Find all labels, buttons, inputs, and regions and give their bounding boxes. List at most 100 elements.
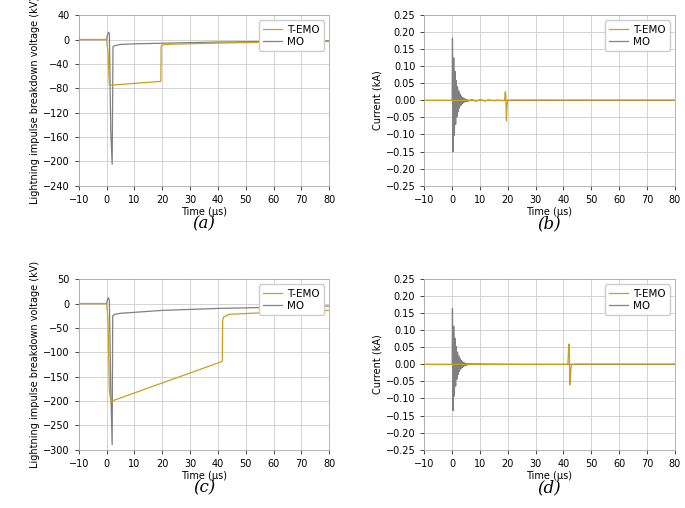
T-EMO: [75, 37, 83, 43]
T-EMO: [566, 382, 574, 388]
MO: [109, 313, 117, 319]
MO: [420, 98, 428, 104]
X-axis label: Time (μs): Time (μs): [527, 207, 573, 217]
T-EMO: [105, 82, 114, 88]
MO: [449, 35, 457, 41]
Line: T-EMO: T-EMO: [424, 92, 675, 121]
MO: [105, 298, 114, 304]
T-EMO: [424, 361, 432, 367]
MO: [449, 407, 457, 414]
T-EMO: [256, 310, 264, 316]
MO: [449, 76, 457, 82]
T-EMO: [325, 307, 334, 313]
Y-axis label: Current (kA): Current (kA): [373, 335, 383, 394]
Text: (c): (c): [193, 479, 215, 496]
Text: (a): (a): [192, 215, 215, 232]
X-axis label: Time (μs): Time (μs): [527, 471, 573, 482]
T-EMO: [513, 97, 521, 103]
MO: [587, 361, 595, 367]
Y-axis label: Lightning impulse breakdown voltage (kV): Lightning impulse breakdown voltage (kV): [30, 0, 40, 204]
T-EMO: [172, 41, 180, 47]
MO: [103, 31, 112, 38]
MO: [456, 361, 464, 367]
T-EMO: [551, 361, 559, 367]
MO: [104, 295, 112, 301]
T-EMO: [158, 42, 166, 48]
MO: [449, 149, 457, 155]
T-EMO: [304, 308, 312, 314]
T-EMO: [266, 309, 275, 315]
T-EMO: [420, 361, 428, 367]
MO: [116, 41, 125, 47]
MO: [75, 301, 83, 307]
MO: [456, 97, 464, 103]
Line: MO: MO: [79, 298, 329, 444]
MO: [214, 39, 222, 45]
T-EMO: [523, 97, 532, 103]
Legend: T-EMO, MO: T-EMO, MO: [605, 284, 669, 315]
MO: [463, 362, 471, 368]
T-EMO: [75, 301, 83, 307]
MO: [460, 98, 469, 104]
Y-axis label: Lightning impulse breakdown voltage (kV): Lightning impulse breakdown voltage (kV): [30, 261, 40, 468]
MO: [109, 44, 117, 50]
T-EMO: [420, 98, 428, 104]
MO: [214, 305, 222, 311]
MO: [75, 37, 83, 43]
MO: [671, 361, 679, 367]
T-EMO: [110, 397, 119, 403]
MO: [107, 128, 115, 134]
MO: [449, 305, 457, 311]
Legend: T-EMO, MO: T-EMO, MO: [259, 284, 324, 315]
T-EMO: [573, 361, 581, 367]
MO: [130, 309, 138, 315]
MO: [116, 310, 125, 316]
T-EMO: [145, 79, 153, 85]
MO: [111, 43, 119, 49]
Line: T-EMO: T-EMO: [424, 344, 675, 385]
T-EMO: [153, 382, 161, 388]
T-EMO: [107, 398, 115, 404]
T-EMO: [565, 341, 573, 347]
T-EMO: [671, 361, 679, 367]
MO: [108, 161, 116, 167]
MO: [111, 311, 119, 318]
MO: [463, 98, 471, 104]
MO: [420, 361, 428, 367]
T-EMO: [607, 97, 615, 103]
MO: [460, 362, 469, 368]
T-EMO: [467, 98, 475, 104]
T-EMO: [325, 38, 334, 44]
Line: T-EMO: T-EMO: [79, 40, 329, 85]
MO: [158, 40, 166, 46]
T-EMO: [671, 97, 679, 103]
MO: [103, 297, 112, 303]
T-EMO: [473, 98, 482, 104]
MO: [105, 31, 114, 38]
T-EMO: [158, 43, 166, 49]
MO: [101, 37, 110, 43]
Line: MO: MO: [424, 38, 675, 152]
T-EMO: [501, 89, 510, 95]
MO: [587, 98, 595, 104]
T-EMO: [189, 41, 197, 47]
MO: [451, 383, 460, 389]
MO: [107, 388, 115, 394]
Legend: T-EMO, MO: T-EMO, MO: [259, 20, 324, 51]
Line: T-EMO: T-EMO: [79, 304, 329, 401]
MO: [158, 307, 166, 313]
T-EMO: [84, 301, 92, 307]
Line: MO: MO: [79, 33, 329, 164]
MO: [325, 303, 334, 309]
MO: [130, 41, 138, 47]
MO: [451, 121, 460, 127]
MO: [102, 301, 110, 307]
T-EMO: [422, 361, 430, 367]
X-axis label: Time (μs): Time (μs): [181, 207, 227, 217]
Legend: T-EMO, MO: T-EMO, MO: [605, 20, 669, 51]
T-EMO: [482, 98, 490, 104]
Y-axis label: Current (kA): Current (kA): [373, 71, 383, 130]
Text: (d): (d): [538, 479, 561, 496]
MO: [105, 29, 113, 36]
MO: [671, 98, 679, 104]
